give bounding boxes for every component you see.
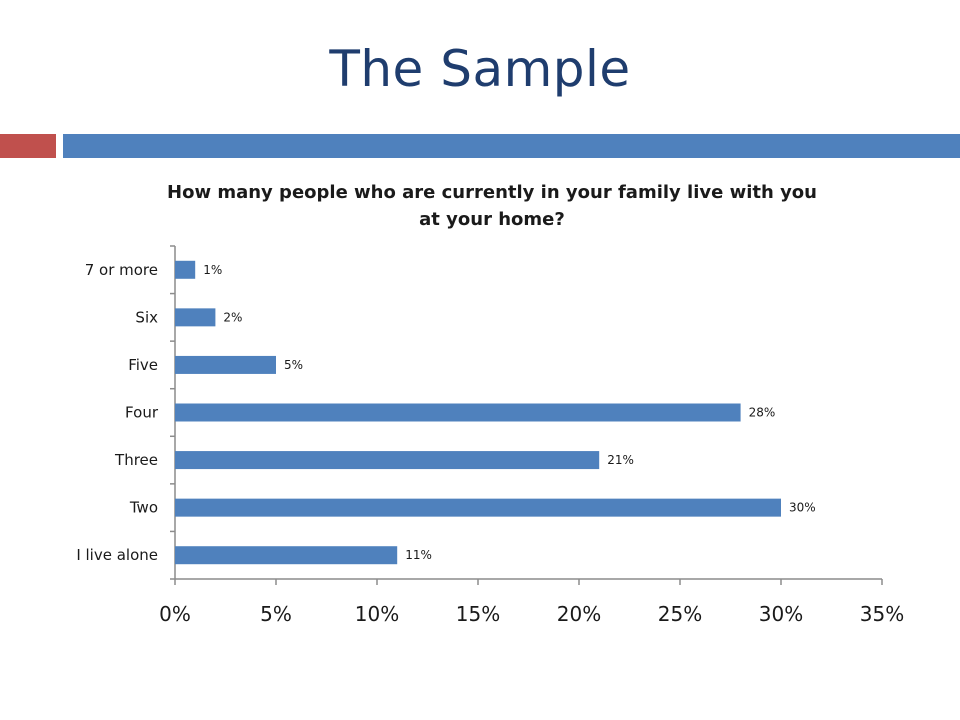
x-tick-label: 15% (456, 602, 500, 626)
data-label: 5% (284, 358, 303, 372)
chart-title-line-1: How many people who are currently in you… (167, 182, 817, 203)
data-label: 2% (223, 310, 242, 324)
bar (175, 403, 741, 422)
bar (175, 451, 600, 470)
category-label: Six (135, 308, 158, 326)
x-tick-label: 30% (759, 602, 803, 626)
category-label: Five (128, 356, 158, 374)
x-tick-label: 20% (557, 602, 601, 626)
title-accent-bar-blue (63, 134, 960, 158)
bar (175, 260, 196, 279)
x-tick-label: 35% (860, 602, 904, 626)
bar (175, 546, 398, 565)
x-tick-label: 25% (658, 602, 702, 626)
data-label: 30% (789, 501, 816, 515)
data-label: 21% (607, 453, 634, 467)
slide-title: The Sample (329, 40, 631, 98)
category-label: I live alone (76, 546, 158, 564)
category-label: Two (129, 499, 158, 517)
title-accent-bar-red (0, 134, 56, 158)
bar (175, 498, 781, 517)
x-tick-label: 5% (260, 602, 292, 626)
category-label: Four (125, 404, 159, 422)
chart-title-line-2: at your home? (419, 209, 565, 230)
x-tick-label: 10% (355, 602, 399, 626)
data-label: 11% (405, 548, 432, 562)
bar (175, 355, 276, 374)
x-tick-label: 0% (159, 602, 191, 626)
category-label: Three (114, 451, 158, 469)
bar (175, 308, 216, 327)
data-label: 1% (203, 263, 222, 277)
data-label: 28% (749, 406, 776, 420)
category-label: 7 or more (85, 261, 158, 279)
plot-area: 7 or more 1% Six 2% Five 5% Four 28% Three 21% Two… (76, 245, 904, 626)
